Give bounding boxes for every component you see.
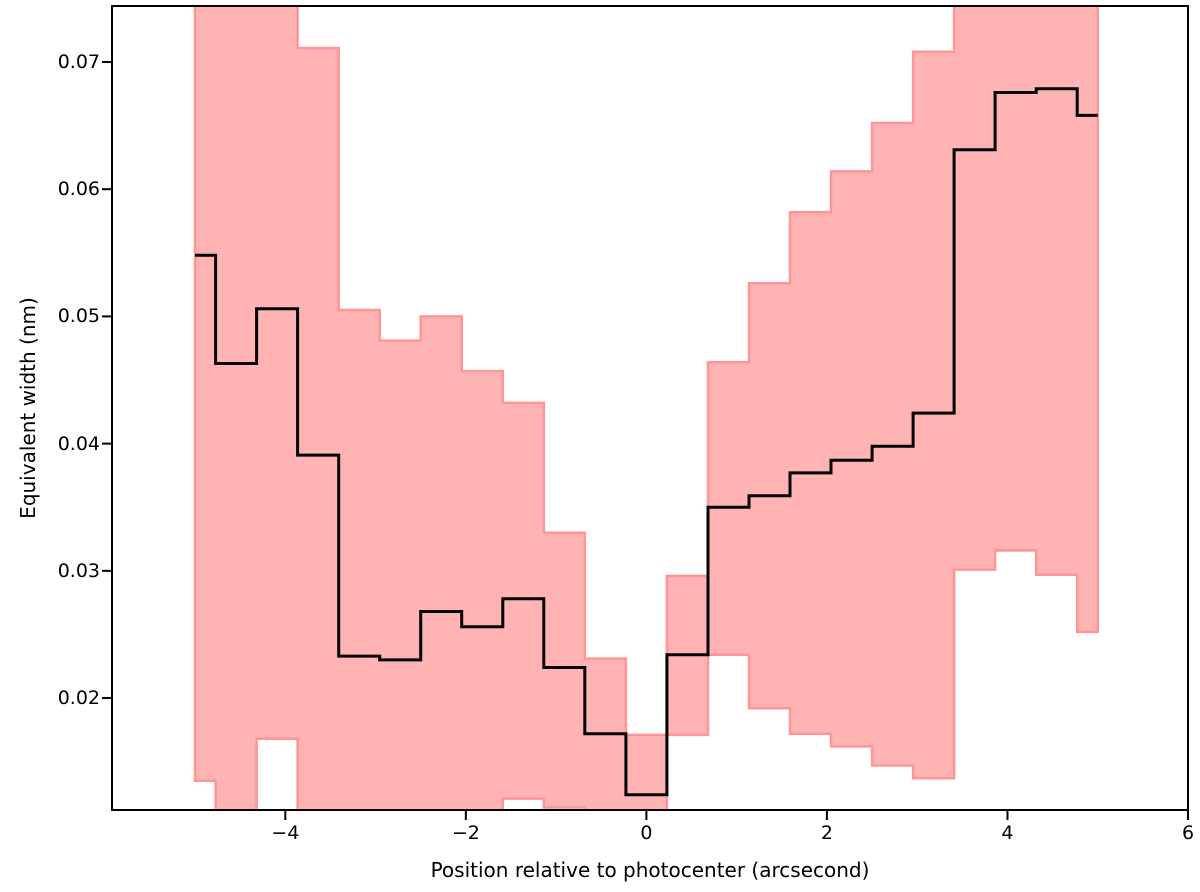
y-tick-label: 0.05 <box>57 305 100 328</box>
confidence-band <box>193 6 1099 810</box>
plot-border <box>111 5 1189 811</box>
x-tick-label: −4 <box>271 822 300 844</box>
x-tick-label: 2 <box>820 822 833 844</box>
y-tick-label: 0.06 <box>57 178 100 201</box>
plot-data-group <box>193 6 1099 810</box>
x-tick-label: 4 <box>1001 822 1014 844</box>
x-tick-label: 0 <box>640 822 653 844</box>
y-tick-label: 0.02 <box>57 687 100 710</box>
step-line <box>195 87 1098 797</box>
y-tick-label: 0.03 <box>57 559 100 582</box>
y-tick-label: 0.04 <box>57 432 100 455</box>
y-axis-label: Equivalent width (nm) <box>16 297 40 519</box>
x-axis-label: Position relative to photocenter (arcsec… <box>430 858 870 882</box>
y-tick-label: 0.07 <box>57 50 100 73</box>
x-tick-label: 6 <box>1181 822 1195 844</box>
x-tick-label: −2 <box>451 822 480 844</box>
